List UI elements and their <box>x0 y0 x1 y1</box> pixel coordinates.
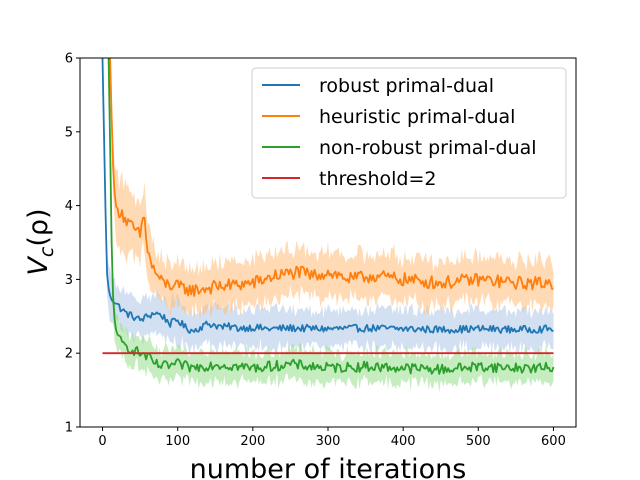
y-axis-label: Vc(ρ) <box>23 208 58 275</box>
svg-text:Vc(ρ): Vc(ρ) <box>23 208 58 275</box>
band-heuristic-primal-dual <box>110 58 554 319</box>
series-lines <box>101 57 555 375</box>
y-axis-label-tail: (ρ) <box>23 208 54 246</box>
x-axis-ticks: 0 100 200 300 400 500 600 <box>98 427 566 449</box>
y-tick-label-6: 6 <box>65 52 73 67</box>
x-tick-label-0: 0 <box>98 434 106 449</box>
x-tick-label-100: 100 <box>165 434 190 449</box>
y-tick-label-4: 4 <box>65 199 73 214</box>
band-non-robust-primal-dual <box>108 58 554 393</box>
x-tick-label-600: 600 <box>541 434 566 449</box>
x-tick-label-300: 300 <box>316 434 341 449</box>
legend-label-robust-primal-dual: robust primal-dual <box>319 75 494 97</box>
y-tick-label-2: 2 <box>65 347 73 362</box>
y-axis-ticks: 1 2 3 4 5 6 <box>65 52 80 436</box>
line-non-robust-primal-dual <box>107 57 555 375</box>
line-robust-primal-dual <box>101 57 554 335</box>
x-tick-label-400: 400 <box>391 434 416 449</box>
x-axis-label: number of iterations <box>190 454 467 480</box>
legend: robust primal-dual heuristic primal-dual n… <box>251 67 567 199</box>
y-axis-label-sub: c <box>36 246 58 257</box>
legend-label-non-robust-primal-dual: non-robust primal-dual <box>319 137 537 159</box>
x-tick-label-200: 200 <box>240 434 265 449</box>
y-tick-label-1: 1 <box>65 421 73 436</box>
y-axis-label-main: V <box>23 255 54 276</box>
legend-label-threshold-2: threshold=2 <box>319 168 437 190</box>
y-tick-label-5: 5 <box>65 125 73 140</box>
x-tick-label-500: 500 <box>466 434 491 449</box>
y-tick-label-3: 3 <box>65 273 73 288</box>
legend-label-heuristic-primal-dual: heuristic primal-dual <box>319 106 515 128</box>
line-heuristic-primal-dual <box>109 57 554 297</box>
legend-box <box>251 67 567 199</box>
